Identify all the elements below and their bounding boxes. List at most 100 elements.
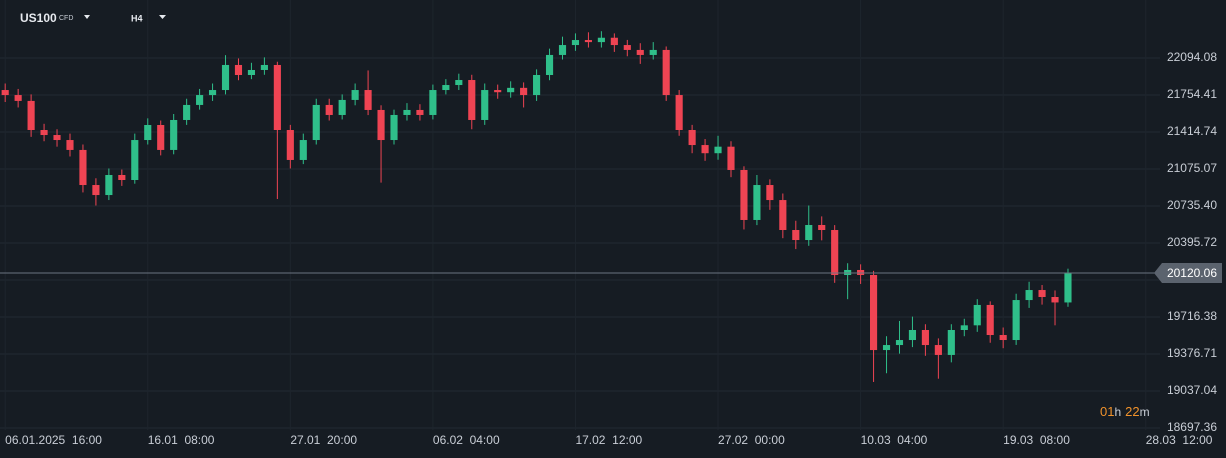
candle-body xyxy=(688,130,696,146)
y-tick-label: 20735.40 xyxy=(1167,198,1217,212)
candle-body xyxy=(14,95,22,101)
countdown-minutes: 22 xyxy=(1125,404,1139,419)
y-tick-label: 21414.74 xyxy=(1167,124,1217,138)
candle-body xyxy=(53,135,61,141)
candle-body xyxy=(740,169,748,220)
candle-body xyxy=(390,114,398,141)
candle-body xyxy=(377,109,385,141)
last-price-tag xyxy=(1154,263,1222,284)
candle-body xyxy=(247,69,256,75)
candle-body xyxy=(934,345,942,355)
y-tick-label: 21075.07 xyxy=(1167,161,1217,175)
candle-body xyxy=(999,335,1007,341)
candle-body xyxy=(118,174,126,181)
candle-body xyxy=(260,64,268,70)
candle-body xyxy=(792,230,800,241)
candle-body xyxy=(623,45,631,50)
candle-body xyxy=(533,74,541,96)
candle-body xyxy=(727,146,735,170)
timeframe-dropdown[interactable] xyxy=(159,15,166,19)
candle-body xyxy=(494,90,502,93)
candle-body xyxy=(338,99,346,115)
symbol-dropdown[interactable] xyxy=(84,15,90,19)
candle-body xyxy=(805,224,813,241)
candle-body xyxy=(597,37,605,43)
candle-body xyxy=(299,140,307,160)
countdown-hours-unit: h xyxy=(1114,405,1121,419)
candle-body xyxy=(960,325,968,331)
candle-body xyxy=(325,104,333,115)
candle-body xyxy=(351,90,359,100)
candle-body xyxy=(1025,290,1033,301)
candle-body xyxy=(442,85,450,91)
candle-body xyxy=(818,224,826,231)
candle-body xyxy=(131,140,139,181)
candle-body xyxy=(1038,290,1046,297)
candle-body xyxy=(403,109,411,115)
candle-body xyxy=(831,230,839,275)
timeframe[interactable]: H4 xyxy=(131,13,143,23)
candle-body xyxy=(221,64,230,91)
candle-body xyxy=(105,174,113,196)
y-tick-label: 20395.72 xyxy=(1167,235,1217,249)
candle-body xyxy=(986,304,994,336)
countdown-minutes-unit: m xyxy=(1140,405,1150,419)
candle-body xyxy=(1064,273,1072,303)
candles xyxy=(1,31,1072,382)
candle-body xyxy=(571,40,580,46)
countdown-hours: 01 xyxy=(1100,404,1114,419)
candle-body xyxy=(662,49,670,96)
x-tick-label: 17.02 12:00 xyxy=(575,433,642,447)
candle-body xyxy=(779,200,787,231)
labels: 18697.3619037.0419376.7119716.3820056.05… xyxy=(0,50,1222,447)
candle-body xyxy=(870,274,878,351)
candle-body xyxy=(701,145,709,154)
x-tick-label: 06.01.2025 16:00 xyxy=(5,433,102,447)
candle-body xyxy=(208,90,217,96)
candle-body xyxy=(520,87,528,96)
x-tick-label: 27.02 00:00 xyxy=(718,433,785,447)
candle-body xyxy=(429,90,437,115)
candle-body xyxy=(79,149,87,186)
candle-body xyxy=(857,269,865,275)
candle-body xyxy=(455,80,463,86)
candle-body xyxy=(766,185,774,201)
candle-body xyxy=(610,37,618,46)
x-tick-label: 10.03 04:00 xyxy=(861,433,928,447)
candle-body xyxy=(908,330,917,341)
candle-body xyxy=(286,130,294,160)
symbol[interactable]: US100 xyxy=(20,11,57,25)
candle-body xyxy=(27,100,35,131)
candle-body xyxy=(714,146,722,154)
candle-body xyxy=(144,124,152,141)
candle-body xyxy=(170,119,178,150)
candle-body xyxy=(636,49,644,55)
grid xyxy=(0,57,1160,429)
symbol-tag: CFD xyxy=(59,15,73,22)
candle-body xyxy=(558,45,567,55)
candle-body xyxy=(92,185,100,196)
candle-body xyxy=(481,90,489,120)
candle-body xyxy=(1051,296,1059,303)
x-tick-label: 27.01 20:00 xyxy=(290,433,357,447)
candle-body xyxy=(921,330,929,346)
candle-body xyxy=(468,80,476,120)
candle-body xyxy=(312,104,320,141)
candle-body xyxy=(183,104,191,120)
candle-body xyxy=(1012,300,1020,341)
candle-body xyxy=(584,40,592,43)
candle-body xyxy=(649,49,657,55)
candle-body xyxy=(947,330,955,355)
y-tick-label: 21754.41 xyxy=(1167,87,1217,101)
x-tick-label: 06.02 04:00 xyxy=(433,433,500,447)
candle-body xyxy=(157,124,165,150)
candle-body xyxy=(545,54,554,75)
x-tick-label: 16.01 08:00 xyxy=(148,433,215,447)
candle-body xyxy=(364,90,372,110)
candle-body xyxy=(675,95,683,131)
candle-body xyxy=(844,269,852,275)
candle-body xyxy=(234,64,243,75)
candle-body xyxy=(40,130,48,136)
candle-body xyxy=(196,95,204,105)
